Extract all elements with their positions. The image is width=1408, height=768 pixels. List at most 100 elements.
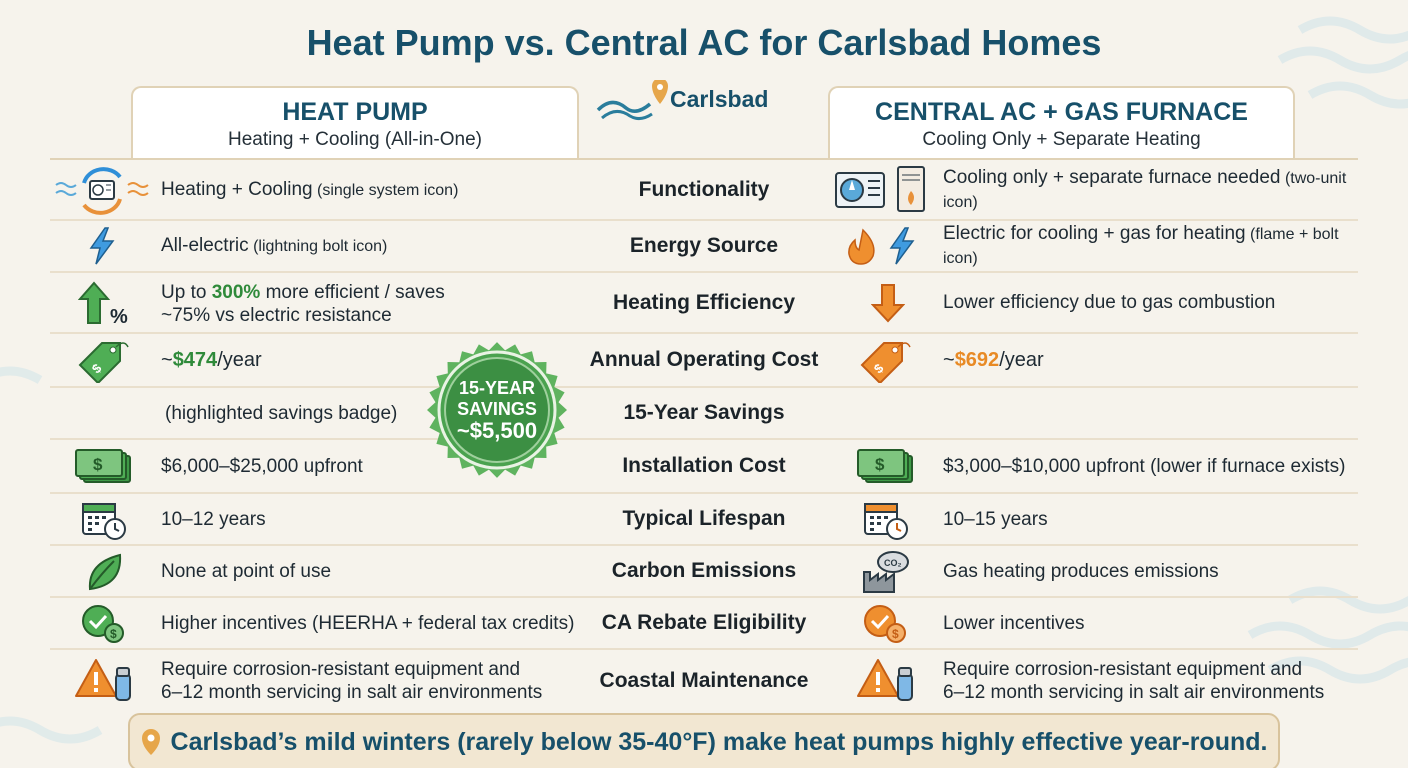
table-row: None at point of use Carbon Emissions CO…	[50, 546, 1358, 598]
energy-heat-pump-note: (lightning bolt icon)	[248, 238, 388, 255]
efficiency-down-arrow-icon	[868, 283, 908, 323]
table-row: 10–12 years Typical Lifespan 10–15 years	[50, 494, 1358, 546]
comparison-table: Heating + Cooling (single system icon) F…	[50, 158, 1358, 712]
heat-pump-cycle-icon	[52, 167, 152, 215]
table-row: Require corrosion-resistant equipment an…	[50, 650, 1358, 712]
page-title: Heat Pump vs. Central AC for Carlsbad Ho…	[306, 22, 1102, 63]
calendar-clock-icon	[862, 499, 910, 541]
cost-central-ac: ~$692/year	[943, 349, 1044, 372]
rebate-central-ac: Lower incentives	[943, 612, 1085, 634]
central-ac-title: CENTRAL AC + GAS FURNACE	[875, 98, 1248, 126]
category-energy-source: Energy Source	[629, 234, 779, 257]
energy-heat-pump: All-electric (lightning bolt icon)	[161, 234, 387, 258]
price-tag-orange-icon: $	[858, 339, 914, 383]
emissions-heat-pump: None at point of use	[161, 560, 332, 582]
table-row: $ Higher incentives (HEERHA + federal ta…	[50, 598, 1358, 650]
central-ac-header: CENTRAL AC + GAS FURNACE Cooling Only + …	[828, 86, 1295, 158]
category-typical-lifespan: Typical Lifespan	[622, 507, 786, 530]
install-central-ac: $3,000–$10,000 upfront (lower if furnace…	[943, 455, 1345, 478]
location-pin-icon	[141, 729, 160, 755]
coastal-central-ac: Require corrosion-resistant equipment an…	[943, 658, 1324, 704]
carlsbad-logo-icon	[596, 80, 668, 121]
efficiency-heat-pump-post: more efficient / saves	[260, 282, 445, 303]
savings-badge-line1: 15-YEAR	[458, 378, 536, 398]
lightning-bolt-icon	[82, 226, 122, 266]
savings-badge-line2: SAVINGS	[457, 399, 537, 419]
cost-heat-pump-pre: ~	[161, 348, 173, 371]
cost-central-ac-value: $692	[954, 348, 1000, 371]
price-tag-green-icon: $	[76, 339, 132, 383]
footer-text: Carlsbad’s mild winters (rarely below 35…	[170, 727, 1268, 756]
category-annual-operating-cost: Annual Operating Cost	[589, 348, 819, 371]
category-installation-cost: Installation Cost	[622, 454, 786, 477]
heat-pump-title: HEAT PUMP	[282, 98, 428, 126]
cost-central-ac-post: /year	[999, 348, 1044, 371]
svg-text:CO₂: CO₂	[884, 558, 902, 568]
category-carbon-emissions: Carbon Emissions	[611, 559, 797, 582]
warning-salt-icon	[74, 656, 134, 704]
energy-heat-pump-value: All-electric	[161, 235, 249, 256]
savings-heat-pump: (highlighted savings badge)	[165, 402, 398, 424]
table-row: $ $6,000–$25,000 upfront Installation Co…	[50, 440, 1358, 494]
category-heating-efficiency: Heating Efficiency	[612, 290, 796, 314]
install-heat-pump: $6,000–$25,000 upfront	[161, 455, 363, 477]
factory-co2-icon: CO₂	[860, 550, 912, 594]
calendar-clock-icon	[80, 499, 128, 541]
category-ca-rebate-eligibility: CA Rebate Eligibility	[601, 611, 807, 634]
table-row: % Up to 300% more efficient / saves ~75%…	[50, 273, 1358, 334]
category-coastal-maintenance: Coastal Maintenance	[599, 669, 809, 692]
svg-text:$: $	[93, 455, 103, 474]
efficiency-heat-pump-pre: Up to	[161, 282, 212, 303]
rebate-check-orange-icon: $	[862, 603, 910, 645]
table-row: (highlighted savings badge) 15-Year Savi…	[50, 388, 1358, 440]
table-row: Heating + Cooling (single system icon) F…	[50, 160, 1358, 221]
savings-badge-text: 15-YEAR SAVINGS ~$5,500	[422, 378, 572, 443]
energy-central-ac: Electric for cooling + gas for heating (…	[943, 222, 1358, 270]
savings-badge-amount: ~$5,500	[456, 418, 538, 443]
lifespan-heat-pump: 10–12 years	[161, 508, 266, 530]
footer-banner: Carlsbad’s mild winters (rarely below 35…	[128, 713, 1280, 768]
category-functionality: Functionality	[638, 177, 770, 201]
efficiency-heat-pump-line2: ~75% vs electric resistance	[161, 305, 392, 326]
table-row: All-electric (lightning bolt icon) Energ…	[50, 221, 1358, 273]
cost-central-ac-pre: ~	[943, 348, 955, 371]
flame-bolt-icon	[845, 226, 925, 266]
leaf-icon	[84, 551, 124, 593]
lifespan-central-ac: 10–15 years	[943, 508, 1048, 530]
functionality-heat-pump-note: (single system icon)	[312, 181, 459, 199]
svg-text:$: $	[892, 627, 899, 641]
rebate-check-green-icon: $	[80, 603, 128, 645]
category-15-year-savings: 15-Year Savings	[623, 401, 785, 424]
coastal-central-ac-line2: 6–12 month servicing in salt air environ…	[943, 682, 1325, 703]
coastal-heat-pump-line2: 6–12 month servicing in salt air environ…	[161, 682, 543, 703]
logo-text: Carlsbad	[670, 86, 769, 112]
svg-text:%: %	[110, 306, 128, 327]
functionality-heat-pump-value: Heating + Cooling	[161, 178, 313, 200]
energy-central-ac-note: (flame + bolt icon)	[943, 226, 1339, 267]
cash-green-icon: $	[856, 448, 916, 486]
install-central-ac-note: (lower if furnace exists)	[1144, 455, 1346, 477]
coastal-heat-pump: Require corrosion-resistant equipment an…	[161, 658, 542, 704]
table-row: $ ~$474/year Annual Operating Cost $ ~$6…	[50, 334, 1358, 388]
efficiency-heat-pump-highlight: 300%	[211, 282, 261, 303]
savings-badge	[427, 342, 567, 478]
functionality-central-ac-value: Cooling only + separate furnace needed	[943, 166, 1281, 188]
install-central-ac-value: $3,000–$10,000 upfront	[943, 455, 1145, 477]
heat-pump-header: HEAT PUMP Heating + Cooling (All-in-One)	[131, 86, 579, 158]
coastal-central-ac-line1: Require corrosion-resistant equipment an…	[943, 659, 1303, 680]
emissions-central-ac: Gas heating produces emissions	[943, 560, 1219, 582]
svg-text:$: $	[875, 455, 885, 474]
cost-heat-pump-post: /year	[217, 348, 262, 371]
energy-central-ac-value: Electric for cooling + gas for heating	[943, 223, 1246, 244]
functionality-central-ac-note: (two-unit icon)	[943, 169, 1347, 211]
svg-text:$: $	[110, 627, 117, 641]
central-ac-subtitle: Cooling Only + Separate Heating	[922, 129, 1201, 150]
cash-green-icon: $	[74, 448, 134, 486]
efficiency-up-arrow-icon: %	[78, 281, 134, 327]
functionality-heat-pump: Heating + Cooling (single system icon)	[161, 178, 458, 202]
cost-heat-pump: ~$474/year	[161, 349, 262, 372]
efficiency-central-ac: Lower efficiency due to gas combustion	[943, 292, 1276, 313]
coastal-heat-pump-line1: Require corrosion-resistant equipment an…	[161, 659, 521, 680]
two-unit-icon	[832, 166, 932, 214]
heat-pump-subtitle: Heating + Cooling (All-in-One)	[228, 129, 482, 150]
